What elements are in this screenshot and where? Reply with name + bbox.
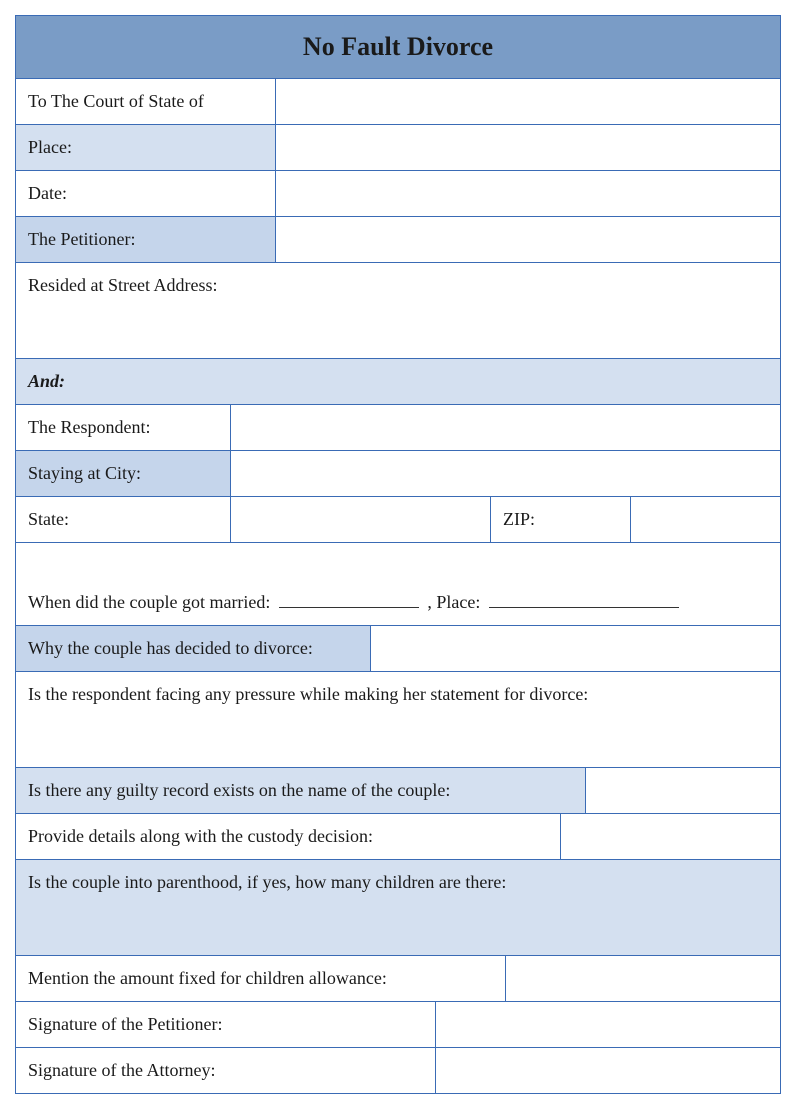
label-city: Staying at City: bbox=[16, 451, 231, 496]
input-petitioner[interactable] bbox=[276, 217, 780, 262]
input-why-divorce[interactable] bbox=[371, 626, 780, 671]
input-married-place[interactable] bbox=[489, 607, 679, 608]
input-state[interactable] bbox=[231, 497, 491, 542]
input-zip[interactable] bbox=[631, 497, 780, 542]
row-city: Staying at City: bbox=[16, 451, 780, 497]
row-state-zip: State: ZIP: bbox=[16, 497, 780, 543]
input-date[interactable] bbox=[276, 171, 780, 216]
input-sig-petitioner[interactable] bbox=[436, 1002, 780, 1047]
married-line[interactable]: When did the couple got married: , Place… bbox=[16, 580, 780, 625]
row-street-address: Resided at Street Address: bbox=[16, 263, 780, 359]
divorce-form: No Fault Divorce To The Court of State o… bbox=[15, 15, 781, 1094]
row-petitioner: The Petitioner: bbox=[16, 217, 780, 263]
label-street-address[interactable]: Resided at Street Address: bbox=[16, 263, 780, 358]
input-city[interactable] bbox=[231, 451, 780, 496]
label-court: To The Court of State of bbox=[16, 79, 276, 124]
row-date: Date: bbox=[16, 171, 780, 217]
row-parenthood: Is the couple into parenthood, if yes, h… bbox=[16, 860, 780, 956]
label-parenthood[interactable]: Is the couple into parenthood, if yes, h… bbox=[16, 860, 780, 955]
row-why-divorce: Why the couple has decided to divorce: bbox=[16, 626, 780, 672]
row-court: To The Court of State of bbox=[16, 79, 780, 125]
row-sig-attorney: Signature of the Attorney: bbox=[16, 1048, 780, 1093]
spacer-row bbox=[16, 543, 780, 581]
row-and: And: bbox=[16, 359, 780, 405]
input-guilty[interactable] bbox=[586, 768, 780, 813]
label-sig-attorney: Signature of the Attorney: bbox=[16, 1048, 436, 1093]
label-sig-petitioner: Signature of the Petitioner: bbox=[16, 1002, 436, 1047]
input-custody[interactable] bbox=[561, 814, 780, 859]
row-guilty: Is there any guilty record exists on the… bbox=[16, 768, 780, 814]
row-custody: Provide details along with the custody d… bbox=[16, 814, 780, 860]
label-guilty: Is there any guilty record exists on the… bbox=[16, 768, 586, 813]
input-sig-attorney[interactable] bbox=[436, 1048, 780, 1093]
input-married-date[interactable] bbox=[279, 607, 419, 608]
label-allowance: Mention the amount fixed for children al… bbox=[16, 956, 506, 1001]
row-allowance: Mention the amount fixed for children al… bbox=[16, 956, 780, 1002]
label-and: And: bbox=[16, 359, 780, 404]
input-respondent[interactable] bbox=[231, 405, 780, 450]
row-sig-petitioner: Signature of the Petitioner: bbox=[16, 1002, 780, 1048]
label-married-prefix: When did the couple got married: bbox=[28, 592, 270, 612]
label-pressure[interactable]: Is the respondent facing any pressure wh… bbox=[16, 672, 780, 767]
label-date: Date: bbox=[16, 171, 276, 216]
label-married-place: , Place: bbox=[427, 592, 480, 612]
input-allowance[interactable] bbox=[506, 956, 780, 1001]
row-married: When did the couple got married: , Place… bbox=[16, 580, 780, 626]
label-state: State: bbox=[16, 497, 231, 542]
row-place: Place: bbox=[16, 125, 780, 171]
input-place[interactable] bbox=[276, 125, 780, 170]
label-zip: ZIP: bbox=[491, 497, 631, 542]
form-title: No Fault Divorce bbox=[16, 16, 780, 79]
label-custody: Provide details along with the custody d… bbox=[16, 814, 561, 859]
label-petitioner: The Petitioner: bbox=[16, 217, 276, 262]
label-place: Place: bbox=[16, 125, 276, 170]
label-why-divorce: Why the couple has decided to divorce: bbox=[16, 626, 371, 671]
row-respondent: The Respondent: bbox=[16, 405, 780, 451]
label-respondent: The Respondent: bbox=[16, 405, 231, 450]
input-court[interactable] bbox=[276, 79, 780, 124]
row-pressure: Is the respondent facing any pressure wh… bbox=[16, 672, 780, 768]
